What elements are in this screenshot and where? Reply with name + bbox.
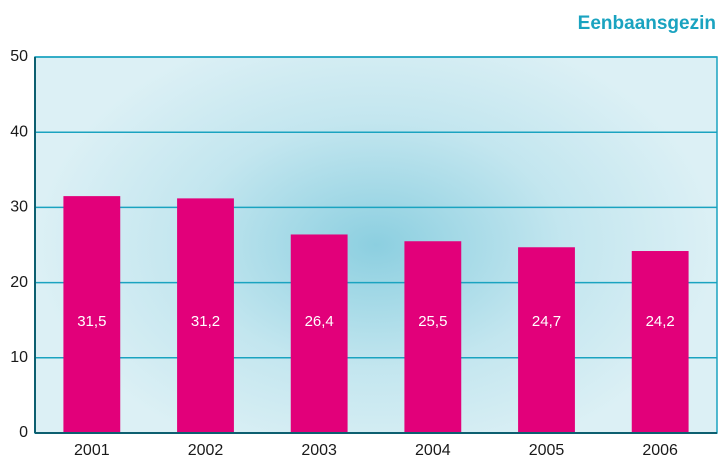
bar — [518, 247, 575, 433]
value-label: 25,5 — [418, 313, 447, 330]
value-label: 31,2 — [191, 313, 220, 330]
y-tick-label: 10 — [10, 349, 28, 366]
bar — [177, 198, 234, 433]
bar — [631, 251, 689, 433]
y-tick-label: 20 — [10, 274, 28, 291]
value-label: 24,7 — [532, 313, 561, 330]
plot-area — [34, 56, 718, 434]
x-tick-label: 2001 — [74, 442, 110, 459]
value-label: 24,2 — [646, 313, 675, 330]
x-tick-label: 2006 — [642, 442, 678, 459]
y-tick-label: 0 — [19, 424, 28, 441]
value-label: 31,5 — [77, 313, 106, 330]
value-label: 26,4 — [305, 313, 334, 330]
bar — [63, 196, 121, 433]
y-tick-label: 40 — [10, 123, 28, 140]
x-tick-label: 2002 — [188, 442, 224, 459]
chart-title: Eenbaansgezin — [578, 13, 716, 34]
x-tick-label: 2003 — [301, 442, 337, 459]
x-tick-label: 2005 — [529, 442, 565, 459]
x-tick-label: 2004 — [415, 442, 451, 459]
y-tick-label: 50 — [10, 48, 28, 65]
y-tick-label: 30 — [10, 199, 28, 216]
bar — [290, 234, 348, 433]
bar — [404, 241, 462, 433]
